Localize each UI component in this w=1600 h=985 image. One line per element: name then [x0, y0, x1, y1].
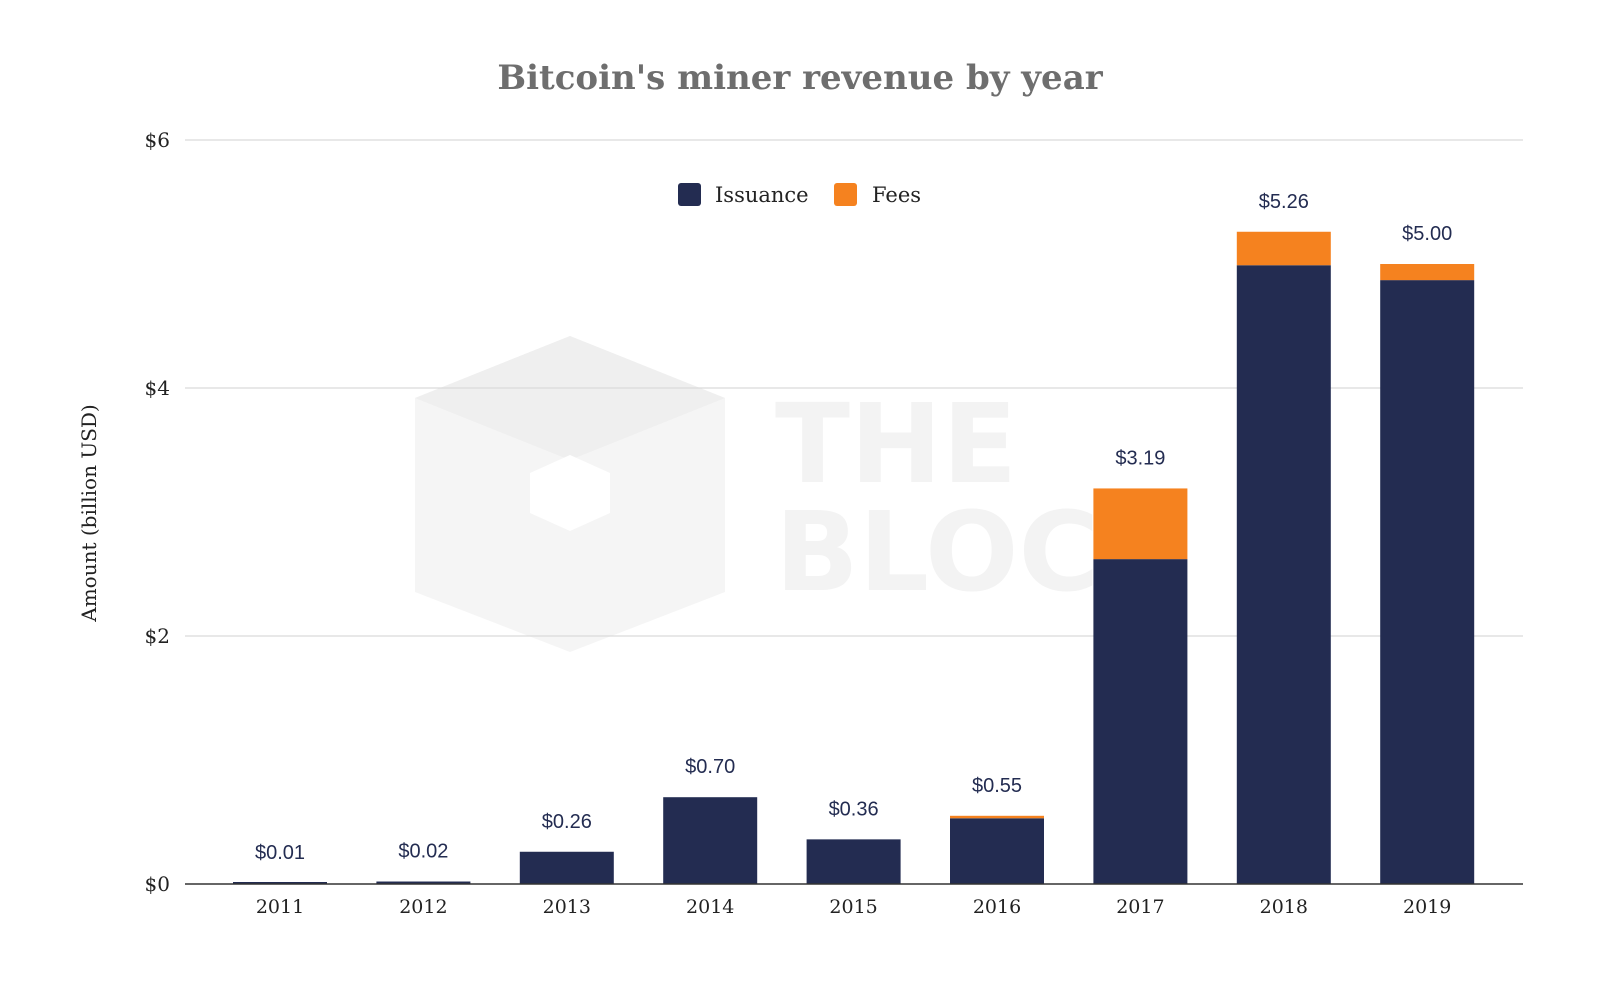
y-tick-label: $2 — [145, 624, 170, 648]
y-axis-label: Amount (billion USD) — [77, 404, 101, 622]
x-axis-ticks: 2011 2012 2013 2014 2015 2016 2017 2018 2019 — [256, 896, 1452, 918]
bar-value-label-2011: $0.01 — [255, 842, 305, 864]
bar-issuance-2014 — [663, 797, 758, 884]
legend-label-fees: Fees — [872, 183, 921, 207]
bar-value-labels: $0.01 $0.02 $0.26 $0.70 $0.36 $0.55 $3.19 $5.26… — [255, 191, 1452, 864]
bar-issuance-2013 — [519, 851, 614, 884]
y-axis-ticks: $0 $2 $4 $6 — [145, 128, 170, 896]
x-tick-label-2017: 2017 — [1116, 896, 1164, 918]
bar-issuance-2011 — [233, 882, 327, 884]
bar-issuance-2016 — [950, 818, 1044, 884]
chart-title: Bitcoin's miner revenue by year — [497, 58, 1103, 98]
bar-fees-2018 — [1236, 231, 1331, 266]
bar-value-label-2018: $5.26 — [1259, 191, 1309, 213]
x-tick-label-2016: 2016 — [973, 896, 1021, 918]
y-tick-label: $4 — [145, 376, 170, 400]
bars — [233, 231, 1475, 884]
bar-value-label-2013: $0.26 — [542, 811, 592, 833]
bar-value-label-2019: $5.00 — [1402, 223, 1452, 245]
bar-issuance-2018 — [1236, 265, 1331, 884]
watermark-cube-hole — [530, 455, 610, 531]
x-tick-label-2018: 2018 — [1260, 896, 1308, 918]
bar-value-label-2015: $0.36 — [829, 798, 879, 820]
bar-value-label-2012: $0.02 — [398, 841, 448, 863]
bar-issuance-2015 — [806, 839, 901, 884]
x-tick-label-2014: 2014 — [686, 896, 734, 918]
watermark-cube-top — [415, 336, 725, 460]
bar-value-label-2016: $0.55 — [972, 775, 1022, 797]
x-tick-label-2015: 2015 — [829, 896, 877, 918]
bar-fees-2017 — [1093, 488, 1188, 560]
watermark: THE BLOCK — [415, 336, 1188, 652]
x-tick-label-2012: 2012 — [399, 896, 447, 918]
y-tick-label: $0 — [145, 872, 170, 896]
x-tick-label-2011: 2011 — [256, 896, 304, 918]
legend-label-issuance: Issuance — [715, 183, 809, 207]
x-tick-label-2013: 2013 — [543, 896, 591, 918]
bar-value-label-2017: $3.19 — [1115, 447, 1165, 469]
x-tick-label-2019: 2019 — [1403, 896, 1451, 918]
y-tick-label: $6 — [145, 128, 170, 152]
bar-issuance-2012 — [376, 881, 471, 884]
legend-swatch-fees — [834, 183, 857, 206]
bar-issuance-2017 — [1093, 559, 1188, 884]
bar-fees-2016 — [950, 815, 1044, 819]
bar-fees-2019 — [1380, 264, 1475, 281]
legend: Issuance Fees — [678, 183, 921, 207]
watermark-text-line1: THE — [775, 380, 1017, 508]
legend-swatch-issuance — [678, 183, 701, 206]
bar-value-label-2014: $0.70 — [685, 756, 735, 778]
bar-issuance-2019 — [1380, 280, 1475, 884]
